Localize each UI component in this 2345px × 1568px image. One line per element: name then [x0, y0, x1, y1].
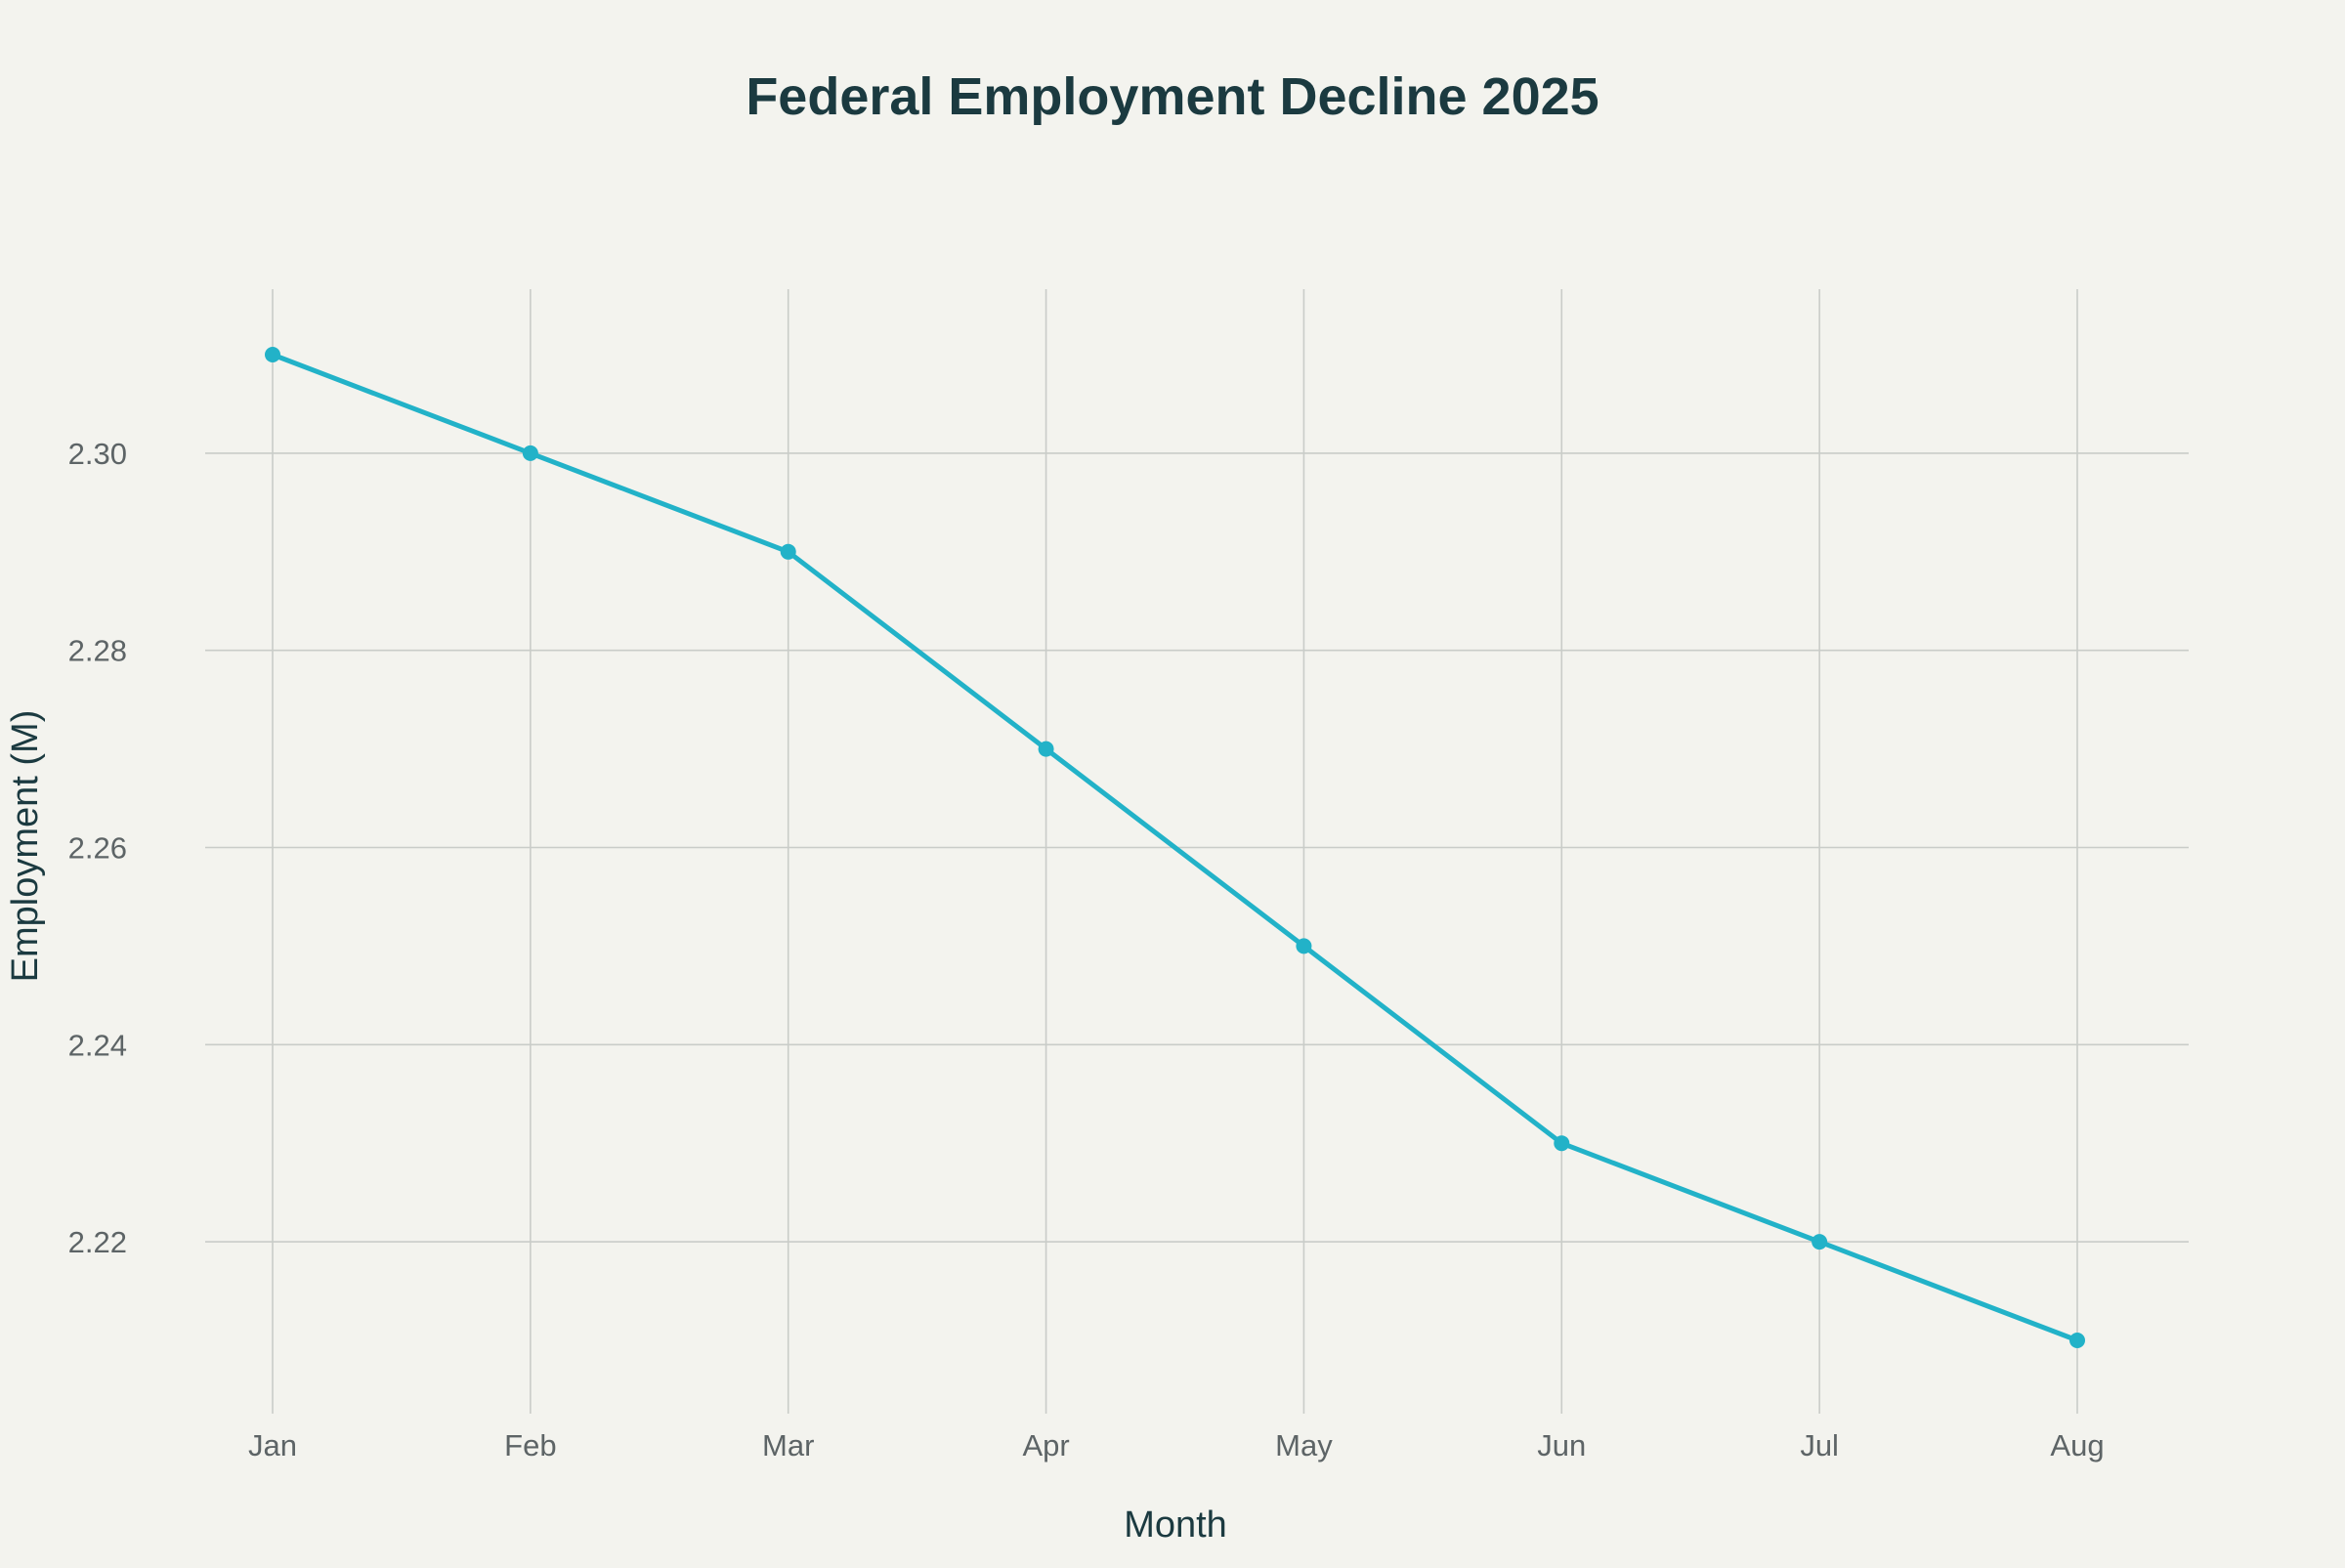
data-point[interactable]	[2069, 1333, 2085, 1348]
x-tick-label: May	[1275, 1428, 1333, 1462]
y-axis-title: Employment (M)	[5, 710, 46, 983]
x-tick-label: Jun	[1537, 1428, 1586, 1462]
x-tick-label: Jan	[248, 1428, 297, 1462]
data-point[interactable]	[1038, 741, 1054, 757]
data-point[interactable]	[780, 543, 796, 560]
x-tick-label: Feb	[504, 1428, 556, 1462]
chart-title: Federal Employment Decline 2025	[746, 67, 1599, 126]
data-point[interactable]	[1296, 938, 1312, 954]
x-tick-label: Mar	[762, 1428, 814, 1462]
tick-labels: Jan Feb Mar Apr May Jun Jul Aug 2.22 2.24 2.26 2.28…	[68, 437, 2105, 1462]
y-tick-label: 2.30	[68, 437, 127, 471]
y-tick-label: 2.22	[68, 1225, 127, 1259]
series-line	[270, 352, 2080, 1343]
data-point[interactable]	[265, 347, 280, 362]
series-layer	[265, 347, 2085, 1348]
y-tick-label: 2.24	[68, 1028, 127, 1062]
data-point[interactable]	[522, 445, 538, 461]
x-tick-label: Jul	[1800, 1428, 1839, 1462]
y-tick-label: 2.26	[68, 831, 127, 866]
x-axis-title: Month	[1124, 1504, 1227, 1546]
x-tick-label: Aug	[2050, 1428, 2104, 1462]
data-point[interactable]	[1554, 1135, 1570, 1152]
grid-lines	[205, 289, 2189, 1414]
x-tick-label: Apr	[1022, 1428, 1069, 1462]
y-tick-label: 2.28	[68, 634, 127, 668]
data-point[interactable]	[1812, 1234, 1828, 1250]
